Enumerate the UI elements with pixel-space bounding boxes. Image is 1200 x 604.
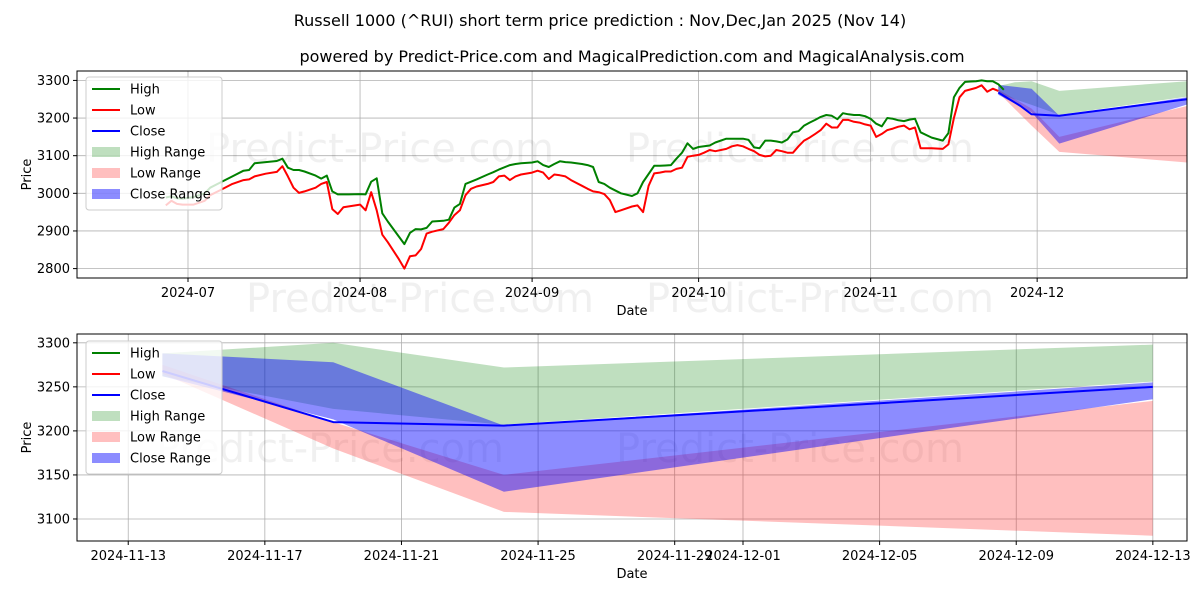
- y-tick-label: 2800: [37, 262, 70, 277]
- x-tick-label: 2024-12-09: [978, 549, 1054, 564]
- high-series-line: [165, 79, 1005, 246]
- y-tick-label: 3300: [37, 336, 70, 351]
- legend-swatch-patch: [92, 189, 120, 199]
- low-range-band: [162, 364, 1153, 536]
- x-tick-label: 2024-12: [1010, 286, 1064, 301]
- y-tick-label: 3000: [37, 187, 70, 202]
- bottom-panel-plot: Predict-Price.comPredict-Price.com2024-1…: [20, 333, 1191, 582]
- y-axis-label: Price: [20, 422, 35, 454]
- watermark-text: Predict-Price.com: [206, 126, 554, 172]
- legend-label: High: [130, 347, 160, 362]
- legend-label: Low: [130, 368, 156, 383]
- x-tick-label: 2024-11-13: [90, 549, 166, 564]
- watermark-text: Predict-Price.com: [246, 276, 594, 322]
- plot-frame: [76, 333, 1188, 542]
- y-tick-label: 3300: [37, 74, 70, 89]
- legend-swatch-patch: [92, 168, 120, 178]
- grid-lines: [77, 334, 1187, 541]
- legend-label: Low Range: [130, 431, 201, 446]
- x-tick-label: 2024-08: [333, 286, 387, 301]
- chart-title: Russell 1000 (^RUI) short term price pre…: [294, 11, 906, 30]
- plot-frame: [76, 70, 1188, 279]
- watermark-text: Predict-Price.com: [616, 426, 964, 472]
- y-tick-label: 3200: [37, 112, 70, 127]
- close-range-band: [162, 353, 1153, 492]
- y-tick-label: 3250: [37, 380, 70, 395]
- x-tick-label: 2024-11-21: [364, 549, 440, 564]
- x-tick-label: 2024-12-05: [842, 549, 918, 564]
- legend-label: Close: [130, 125, 165, 140]
- watermark-group: Predict-Price.com Predict-Price.com Predic…: [206, 126, 994, 322]
- x-tick-label: 2024-09: [505, 286, 559, 301]
- x-tick-label: 2024-12-13: [1115, 549, 1191, 564]
- top-panel-plot: Predict-Price.com Predict-Price.com Predic…: [20, 70, 1188, 322]
- legend-label: Low: [130, 104, 156, 119]
- x-tick-label: 2024-12-01: [705, 549, 781, 564]
- x-tick-label: 2024-07: [161, 286, 215, 301]
- plot-area: [165, 79, 1187, 270]
- y-tick-label: 3100: [37, 149, 70, 164]
- high-range-band: [998, 81, 1187, 115]
- legend-swatch-patch: [92, 432, 120, 442]
- high-range-band: [162, 342, 1153, 425]
- x-tick-label: 2024-11-25: [500, 549, 576, 564]
- y-tick-label: 3100: [37, 512, 70, 527]
- x-tick-label: 2024-11: [843, 286, 897, 301]
- y-tick-label: 2900: [37, 224, 70, 239]
- legend-label: Close: [130, 389, 165, 404]
- x-axis-label: Date: [616, 567, 647, 582]
- grid-lines: [77, 71, 1187, 278]
- close-range-band: [998, 84, 1187, 144]
- legend: High Low Close High Range Low Range Close Ran…: [85, 76, 223, 211]
- legend-label: Close Range: [130, 188, 211, 203]
- legend-swatch-patch: [92, 453, 120, 463]
- watermark-text: Predict-Price.com: [646, 276, 994, 322]
- y-tick-label: 3200: [37, 424, 70, 439]
- chart-subtitle: powered by Predict-Price.com and Magical…: [299, 47, 964, 66]
- legend-swatch-patch: [92, 411, 120, 421]
- legend-label: High Range: [130, 146, 205, 161]
- legend-label: Low Range: [130, 167, 201, 182]
- y-axis-label: Price: [20, 159, 35, 191]
- legend-label: Close Range: [130, 452, 211, 467]
- close-series-line: [997, 91, 1187, 117]
- x-tick-label: 2024-10: [671, 286, 725, 301]
- low-series-line: [165, 84, 999, 270]
- legend: High Low Close High Range Low Range Close Ran…: [85, 340, 223, 475]
- close-series-line: [162, 370, 1153, 427]
- x-tick-label: 2024-11-29: [637, 549, 713, 564]
- legend-swatch-patch: [92, 147, 120, 157]
- x-tick-label: 2024-11-17: [227, 549, 303, 564]
- x-axis-label: Date: [616, 304, 647, 319]
- legend-label: High: [130, 83, 160, 98]
- legend-label: High Range: [130, 410, 205, 425]
- y-tick-label: 3150: [37, 468, 70, 483]
- low-range-band: [998, 89, 1187, 163]
- plot-area: [162, 342, 1153, 536]
